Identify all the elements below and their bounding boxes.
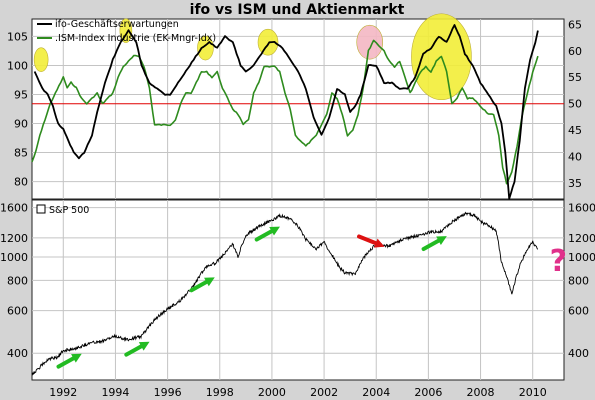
trend-arrow-head xyxy=(373,238,385,248)
bottom-y-left-tick-label: 1200 xyxy=(0,232,28,245)
bottom-y-right-tick-label: 1000 xyxy=(568,251,595,264)
y-right-tick-label: 60 xyxy=(568,45,582,58)
chart-title: ifo vs ISM und Aktienmarkt xyxy=(190,2,405,18)
y-left-tick-label: 85 xyxy=(14,147,28,160)
bottom-y-right-tick-label: 1200 xyxy=(568,232,595,245)
x-tick-label: 1998 xyxy=(206,386,234,399)
trend-arrow-head xyxy=(269,226,280,236)
legend-label-sp500: S&P 500 xyxy=(49,205,89,216)
top-plot-area xyxy=(31,18,565,200)
highlight-circle xyxy=(356,24,384,60)
legend-label-ism: .ISM-Index Industrie (EK-Mngr-Idx) xyxy=(55,33,216,44)
highlight-circle xyxy=(257,28,279,56)
trend-arrow-head xyxy=(71,353,82,363)
question-mark-annotation: ? xyxy=(550,244,567,279)
x-tick-label: 2002 xyxy=(310,386,338,399)
y-left-tick-label: 100 xyxy=(7,59,28,72)
axis-labels: 1992 1994 1996 1998 2000 2002 2004 2006 2008 2010… xyxy=(0,18,595,399)
y-right-tick-label: 55 xyxy=(568,71,582,84)
bottom-annotations: ? xyxy=(56,226,567,369)
highlight-circle xyxy=(33,47,49,72)
bottom-y-left-tick-label: 800 xyxy=(7,274,28,287)
series-sp500-line xyxy=(31,211,538,376)
bottom-y-right-tick-label: 1600 xyxy=(568,202,595,215)
series-ism-line xyxy=(31,39,539,185)
top-legend: ifo-Geschäftserwartungen .ISM-Index Indu… xyxy=(37,19,216,44)
x-tick-label: 1996 xyxy=(154,386,182,399)
y-left-tick-label: 90 xyxy=(14,118,28,131)
y-right-tick-label: 45 xyxy=(568,124,582,137)
trend-arrow-head xyxy=(138,341,150,351)
y-left-tick-label: 105 xyxy=(7,30,28,43)
y-right-tick-label: 40 xyxy=(568,151,582,164)
trend-arrow-shaft xyxy=(357,234,382,247)
top-series xyxy=(31,24,539,200)
legend-label-ifo: ifo-Geschäftserwartungen xyxy=(55,19,179,30)
x-tick-label: 1992 xyxy=(49,386,77,399)
bottom-y-left-tick-label: 1000 xyxy=(0,251,28,264)
top-annotations xyxy=(33,13,472,101)
top-grid xyxy=(32,19,564,199)
bottom-y-right-tick-label: 400 xyxy=(568,347,589,360)
x-tick-label: 2000 xyxy=(258,386,286,399)
y-right-tick-label: 35 xyxy=(568,177,582,190)
bottom-legend: S&P 500 xyxy=(36,204,89,216)
x-tick-label: 2004 xyxy=(362,386,390,399)
bottom-y-left-tick-label: 600 xyxy=(7,305,28,318)
y-right-tick-label: 65 xyxy=(568,18,582,31)
bottom-y-left-tick-label: 1600 xyxy=(0,202,28,215)
legend-swatch-sp500 xyxy=(36,204,46,214)
x-tick-label: 1994 xyxy=(101,386,129,399)
highlight-circle xyxy=(119,18,133,43)
y-right-tick-label: 50 xyxy=(568,98,582,111)
bottom-plot-area xyxy=(31,199,565,381)
bottom-y-left-tick-label: 400 xyxy=(7,347,28,360)
y-left-tick-label: 80 xyxy=(14,176,28,189)
x-tick-label: 2010 xyxy=(519,386,547,399)
bottom-series xyxy=(31,211,538,376)
trend-arrow-head xyxy=(204,277,215,287)
bottom-y-right-tick-label: 600 xyxy=(568,305,589,318)
trend-arrow-head xyxy=(436,236,447,245)
x-tick-label: 2006 xyxy=(414,386,442,399)
series-ifo-line xyxy=(33,24,539,200)
x-tick-label: 2008 xyxy=(467,386,495,399)
bottom-y-right-tick-label: 800 xyxy=(568,274,589,287)
y-left-tick-label: 95 xyxy=(14,88,28,101)
